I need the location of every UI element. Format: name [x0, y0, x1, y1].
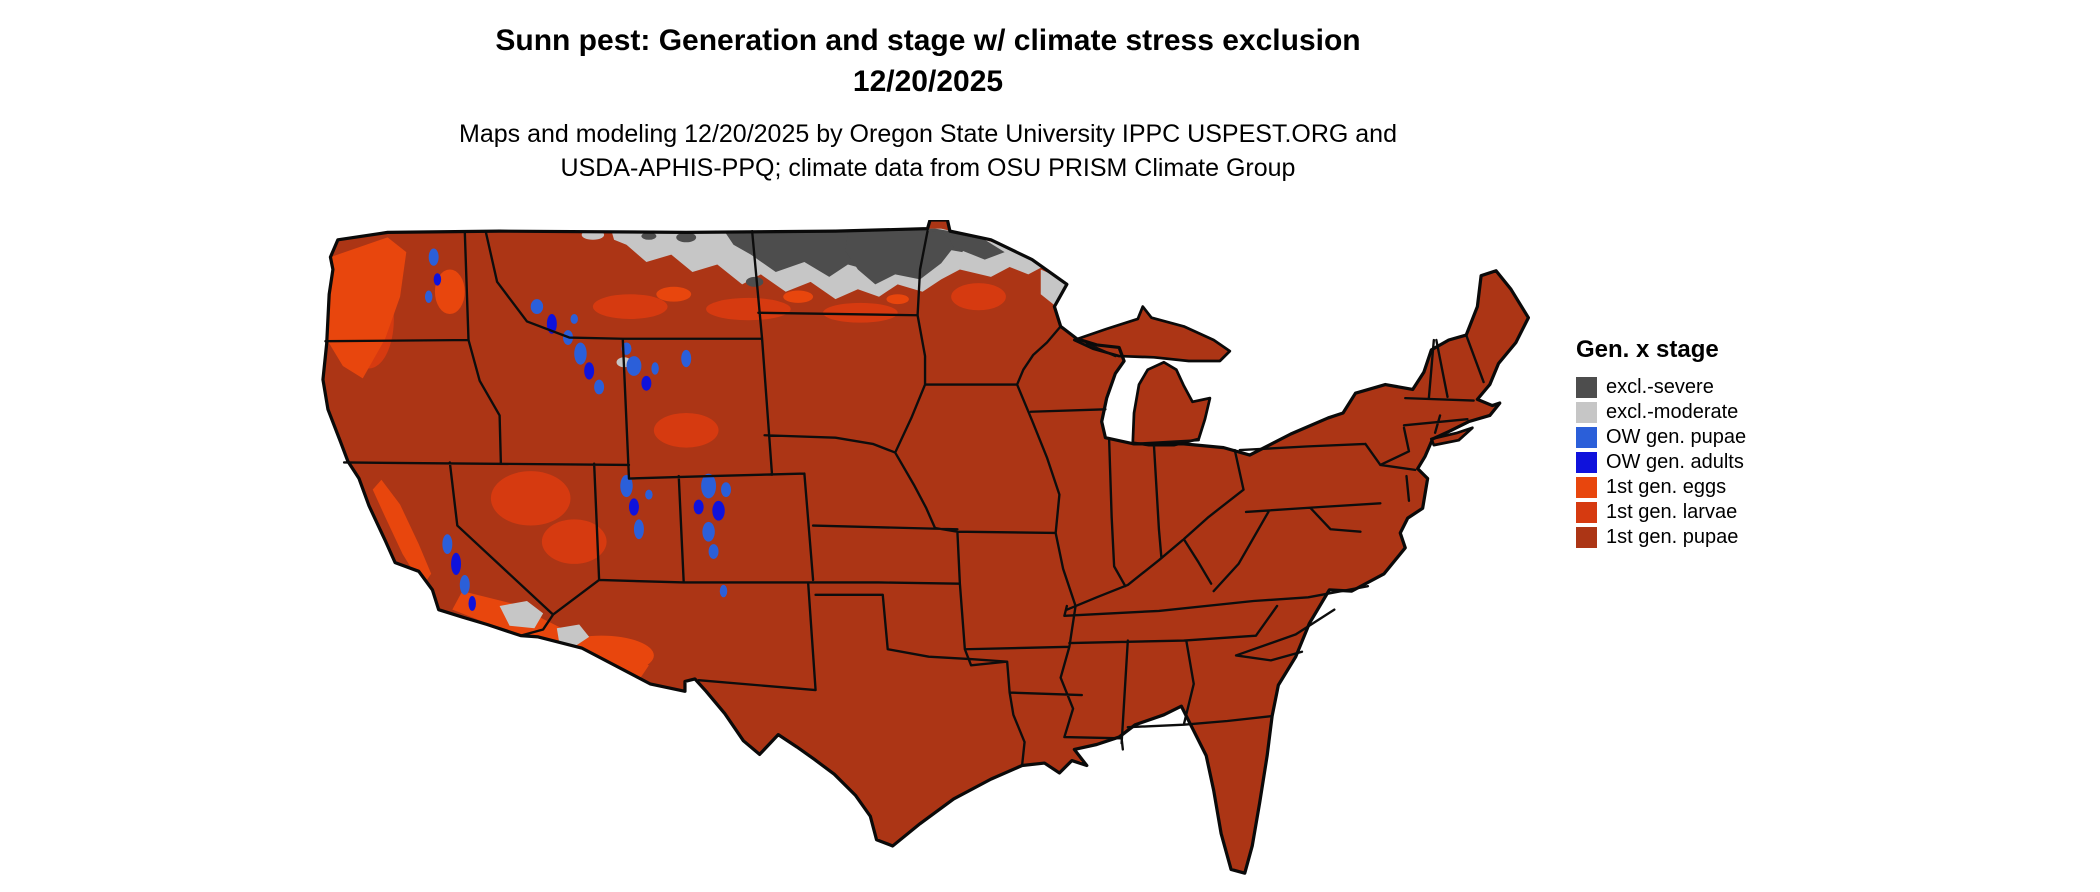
legend-swatch-excl-severe: [1576, 377, 1597, 398]
legend-swatch-excl-moderate: [1576, 402, 1597, 423]
figure-header: Sunn pest: Generation and stage w/ clima…: [0, 20, 1856, 185]
legend-title: Gen. x stage: [1576, 336, 1719, 363]
legend-label: 1st gen. pupae: [1606, 526, 1739, 548]
legend-label: OW gen. pupae: [1606, 426, 1747, 448]
us-map-svg: [321, 218, 1531, 875]
legend-label: excl.-moderate: [1606, 401, 1739, 423]
michigan-mitten: [1131, 360, 1212, 447]
legend-row: excl.-moderate: [1576, 401, 1746, 424]
state-borders: [324, 229, 1485, 767]
legend-label: excl.-severe: [1606, 376, 1714, 398]
map-legend: Gen. x stage excl.-severe excl.-moderate…: [1576, 336, 1746, 551]
legend-row: OW gen. pupae: [1576, 426, 1746, 449]
legend-swatch-larvae: [1576, 502, 1597, 523]
legend-row: 1st gen. eggs: [1576, 476, 1746, 499]
legend-label: 1st gen. larvae: [1606, 501, 1738, 523]
legend-label: 1st gen. eggs: [1606, 476, 1727, 498]
us-map: [313, 218, 1557, 888]
legend-swatch-ow-pupae: [1576, 427, 1597, 448]
figure-subtitle-line2: USDA-APHIS-PPQ; climate data from OSU PR…: [560, 154, 1296, 182]
long-island: [1429, 426, 1474, 447]
figure-subtitle: Maps and modeling 12/20/2025 by Oregon S…: [0, 117, 1856, 185]
us-landmass-base: [322, 220, 1529, 874]
excl-severe-regions: [641, 228, 1005, 287]
legend-row: 1st gen. larvae: [1576, 501, 1746, 524]
legend-label: OW gen. adults: [1606, 451, 1744, 473]
figure-subtitle-line1: Maps and modeling 12/20/2025 by Oregon S…: [459, 120, 1397, 148]
figure-title-line1: Sunn pest: Generation and stage w/ clima…: [495, 24, 1361, 57]
legend-row: 1st gen. pupae: [1576, 526, 1746, 549]
legend-row: OW gen. adults: [1576, 451, 1746, 474]
figure-title-date: 12/20/2025: [852, 65, 1004, 98]
legend-row: excl.-severe: [1576, 376, 1746, 399]
legend-swatch-pupae: [1576, 527, 1597, 548]
legend-swatch-ow-adults: [1576, 452, 1597, 473]
legend-swatch-eggs: [1576, 477, 1597, 498]
